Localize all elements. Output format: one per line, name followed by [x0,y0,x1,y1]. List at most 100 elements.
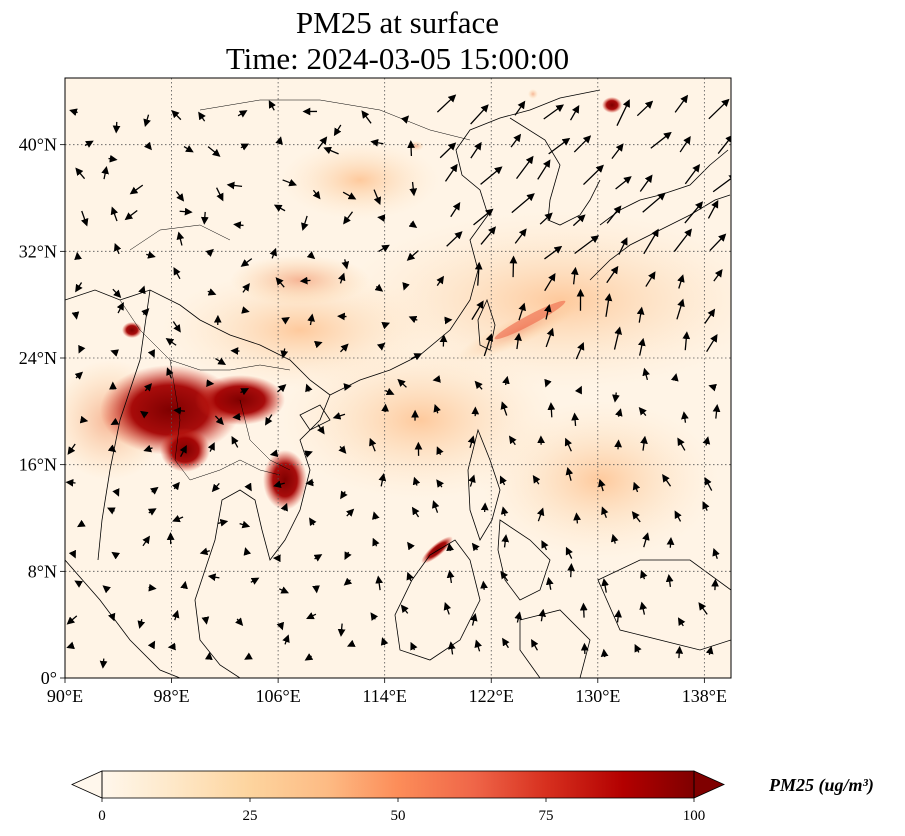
wind-arrow [124,209,138,221]
wind-arrow [199,547,210,556]
wind-arrow [707,199,719,219]
wind-arrow [536,507,545,522]
wind-arrow [342,191,357,200]
wind-arrow [471,542,480,552]
wind-arrow [409,181,418,197]
wind-arrow [614,609,622,623]
wind-arrow [713,269,723,282]
wind-arrow [712,547,720,559]
wind-arrow [346,639,356,647]
wind-arrow [468,474,476,487]
wind-arrow [301,215,309,231]
wind-arrow [406,571,414,582]
wind-arrow [242,283,250,293]
wind-arrow [111,551,121,560]
colorbar-ticks: 0 25 50 75 100 [98,798,705,824]
wind-arrow [638,407,647,416]
wind-arrow [143,444,153,453]
wind-arrow [385,387,395,396]
colorbar-gradient [102,771,694,798]
wind-arrow [304,653,314,661]
wind-arrow [273,204,286,212]
wind-arrow [583,164,604,186]
wind-arrow [712,174,731,193]
wind-arrow [606,265,619,284]
wind-arrow [65,478,76,487]
wind-arrow [305,383,313,393]
wind-arrow [514,332,522,350]
lat-tick-label: 8°N [28,561,57,581]
wind-arrow [575,341,585,360]
wind-arrow [538,608,546,622]
wind-arrow [241,306,250,314]
wind-arrow [579,602,588,618]
wind-arrow [570,266,579,285]
wind-arrow [148,583,157,592]
wind-arrow [278,586,290,594]
wind-arrow [541,540,549,551]
wind-arrow [514,611,522,623]
wind-arrow [375,575,384,591]
wind-arrow [269,449,279,458]
wind-arrow [138,285,146,295]
wind-arrow [436,479,444,488]
wind-arrow [306,251,316,260]
wind-arrow [684,201,704,224]
wind-arrow [571,412,579,426]
wind-arrow [343,383,352,391]
wind-arrow [74,371,84,380]
wind-arrow [235,617,244,626]
wind-arrow [110,349,120,357]
wind-arrow [712,404,721,419]
wind-arrow [282,634,290,645]
wind-arrow [709,233,727,251]
wind-arrow [338,445,347,454]
wind-arrow [143,141,152,151]
wind-arrow [250,577,260,585]
wind-arrow [277,384,287,393]
wind-arrow [613,326,622,350]
wind-arrow [99,658,108,669]
lon-tick-label: 98°E [153,686,189,706]
colorbar-extend-min [71,770,103,799]
lon-tick-label: 106°E [256,686,301,706]
wind-arrow [705,645,714,655]
wind-arrow [75,282,83,293]
wind-arrow [601,578,609,593]
wind-arrow [108,154,118,163]
wind-arrow [544,303,552,320]
wind-arrow [312,189,321,200]
wind-arrow [343,577,353,586]
wind-arrow [674,94,689,113]
wind-arrow [370,138,384,147]
wind-arrow [333,124,342,137]
wind-arrow [639,601,648,615]
wind-arrow [237,110,248,118]
wind-arrow [239,520,251,529]
wind-arrow [502,375,510,386]
lat-tick-label: 40°N [19,135,57,155]
wind-arrow [407,541,415,551]
wind-arrow [702,501,710,511]
wind-arrow [510,133,522,148]
wind-arrow [643,228,659,255]
wind-arrow [439,142,457,159]
wind-arrow [446,231,463,247]
wind-arrow [110,206,119,222]
wind-arrow [112,488,120,497]
wind-arrow [207,573,220,582]
wind-arrow [75,167,86,180]
wind-arrow [172,514,184,523]
wind-arrow [516,155,534,180]
wind-arrow [500,506,509,517]
wind-arrow [113,242,122,255]
wind-arrow [471,300,484,320]
wind-arrow [564,437,572,452]
wind-arrow [631,511,641,523]
wind-arrow [544,378,552,388]
wind-arrow [179,207,193,216]
wind-arrow [201,616,210,625]
wind-arrow [616,99,630,126]
wind-arrow [372,537,380,547]
